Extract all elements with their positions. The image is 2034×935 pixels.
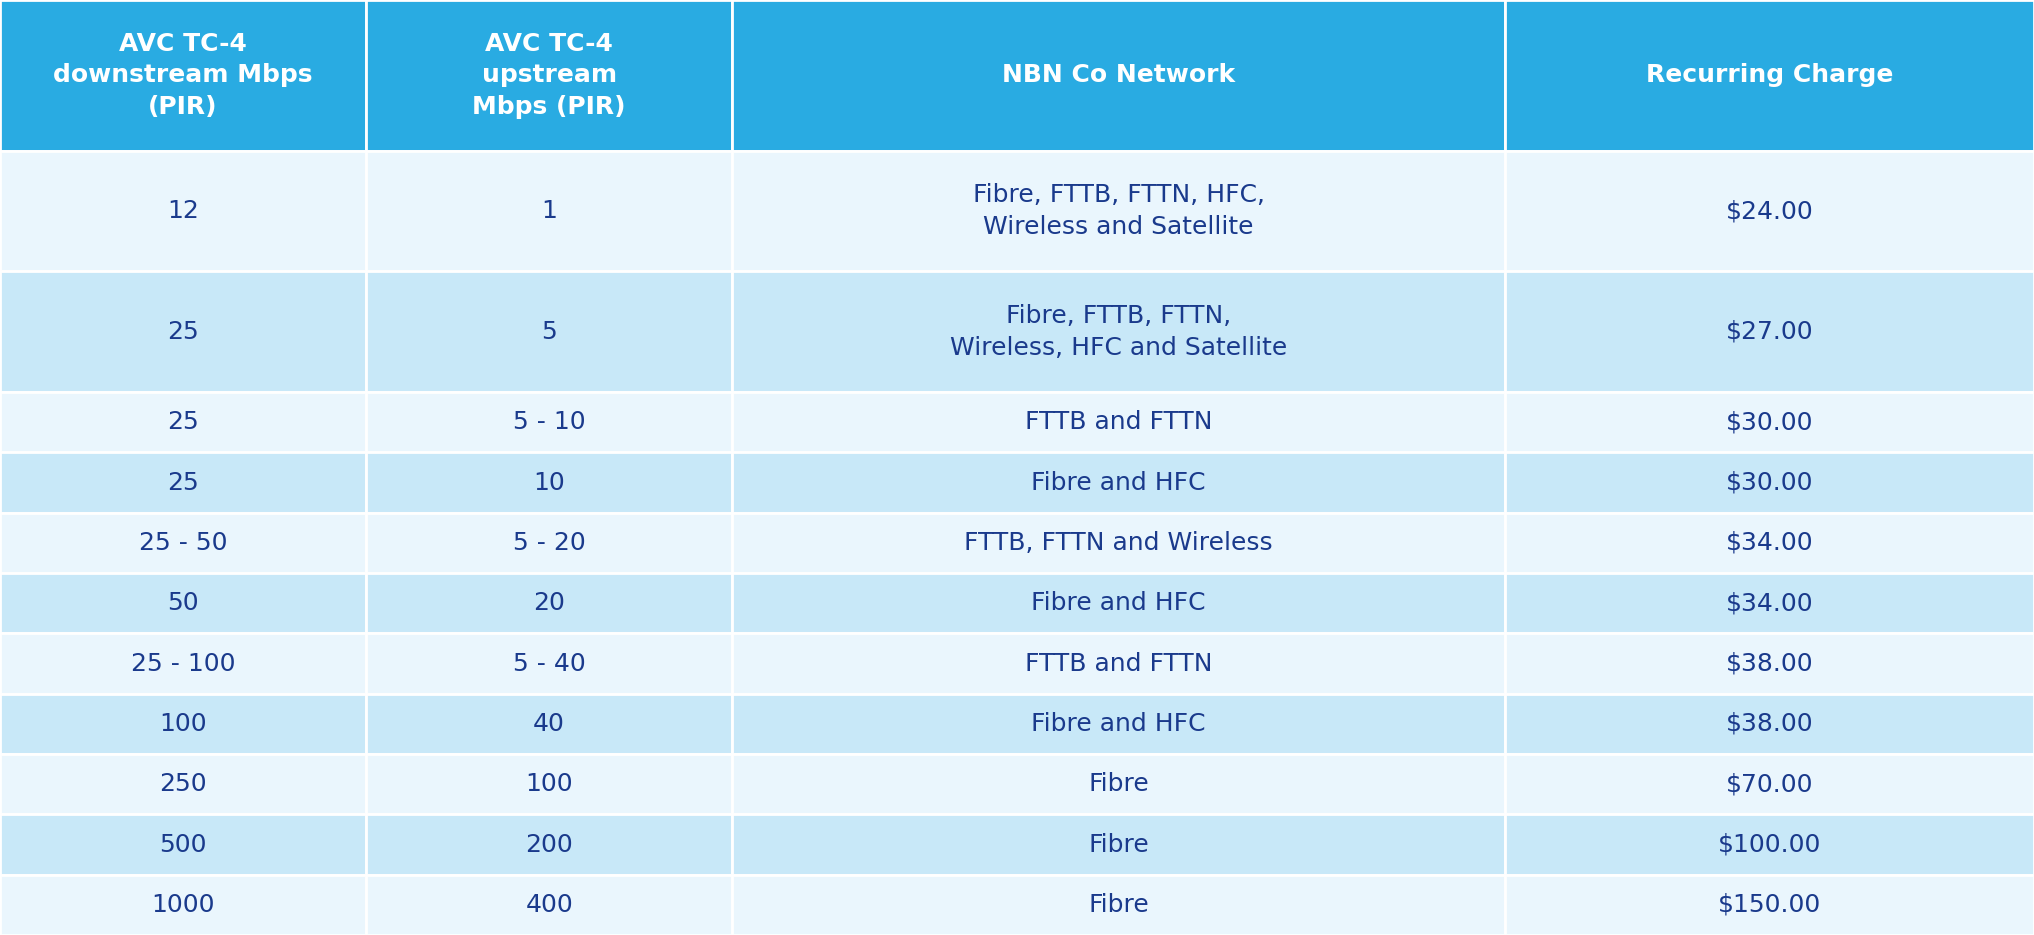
Bar [0, 814, 366, 874]
Text: 25: 25 [167, 410, 199, 434]
Text: $34.00: $34.00 [1725, 531, 1814, 554]
Text: 5: 5 [541, 320, 557, 344]
Text: 1000: 1000 [151, 893, 216, 917]
Bar [732, 694, 1505, 754]
Bar [0, 0, 366, 151]
Text: Recurring Charge: Recurring Charge [1646, 64, 1894, 87]
Bar [732, 512, 1505, 573]
Bar [732, 573, 1505, 633]
Text: 10: 10 [533, 470, 565, 495]
Bar [1505, 694, 2034, 754]
Bar [732, 0, 1505, 151]
Text: 500: 500 [159, 832, 207, 856]
Bar [732, 874, 1505, 935]
Text: 400: 400 [525, 893, 574, 917]
Bar [0, 754, 366, 814]
Text: 20: 20 [533, 591, 565, 615]
Bar [366, 512, 732, 573]
Bar [366, 0, 732, 151]
Bar [366, 151, 732, 271]
Bar [366, 573, 732, 633]
Text: 200: 200 [525, 832, 574, 856]
Bar [366, 633, 732, 694]
Bar [366, 874, 732, 935]
Bar [0, 512, 366, 573]
Text: Fibre: Fibre [1088, 893, 1149, 917]
Bar [732, 814, 1505, 874]
Bar [0, 874, 366, 935]
Bar [1505, 0, 2034, 151]
Bar [366, 814, 732, 874]
Text: 100: 100 [525, 772, 574, 797]
Text: AVC TC-4
upstream
Mbps (PIR): AVC TC-4 upstream Mbps (PIR) [472, 32, 626, 119]
Bar [1505, 874, 2034, 935]
Bar [366, 392, 732, 453]
Text: $30.00: $30.00 [1725, 410, 1814, 434]
Text: 5 - 20: 5 - 20 [513, 531, 586, 554]
Bar [0, 573, 366, 633]
Text: $100.00: $100.00 [1719, 832, 1820, 856]
Bar [0, 694, 366, 754]
Bar [0, 392, 366, 453]
Bar [732, 453, 1505, 512]
Text: NBN Co Network: NBN Co Network [1003, 64, 1235, 87]
Bar [366, 271, 732, 392]
Text: 1: 1 [541, 199, 557, 223]
Text: $24.00: $24.00 [1725, 199, 1814, 223]
Bar [732, 151, 1505, 271]
Text: Fibre: Fibre [1088, 772, 1149, 797]
Text: 5 - 10: 5 - 10 [513, 410, 586, 434]
Text: 100: 100 [159, 712, 207, 736]
Text: Fibre: Fibre [1088, 832, 1149, 856]
Text: 25 - 100: 25 - 100 [130, 652, 236, 676]
Bar [1505, 512, 2034, 573]
Text: $150.00: $150.00 [1719, 893, 1820, 917]
Bar [732, 392, 1505, 453]
Bar [1505, 271, 2034, 392]
Bar [0, 151, 366, 271]
Bar [1505, 573, 2034, 633]
Bar [732, 633, 1505, 694]
Text: 5 - 40: 5 - 40 [513, 652, 586, 676]
Text: Fibre, FTTB, FTTN,
Wireless, HFC and Satellite: Fibre, FTTB, FTTN, Wireless, HFC and Sat… [950, 304, 1288, 360]
Text: 250: 250 [159, 772, 207, 797]
Text: $70.00: $70.00 [1725, 772, 1814, 797]
Text: $27.00: $27.00 [1725, 320, 1814, 344]
Text: FTTB and FTTN: FTTB and FTTN [1025, 652, 1212, 676]
Bar [1505, 633, 2034, 694]
Text: $38.00: $38.00 [1725, 712, 1814, 736]
Bar [366, 694, 732, 754]
Text: 25: 25 [167, 470, 199, 495]
Bar [1505, 453, 2034, 512]
Text: $34.00: $34.00 [1725, 591, 1814, 615]
Text: 12: 12 [167, 199, 199, 223]
Text: FTTB, FTTN and Wireless: FTTB, FTTN and Wireless [964, 531, 1273, 554]
Text: $38.00: $38.00 [1725, 652, 1814, 676]
Bar [0, 271, 366, 392]
Bar [0, 633, 366, 694]
Bar [1505, 754, 2034, 814]
Bar [732, 754, 1505, 814]
Text: Fibre and HFC: Fibre and HFC [1031, 591, 1206, 615]
Text: 25 - 50: 25 - 50 [138, 531, 228, 554]
Text: AVC TC-4
downstream Mbps
(PIR): AVC TC-4 downstream Mbps (PIR) [53, 32, 313, 119]
Text: Fibre and HFC: Fibre and HFC [1031, 470, 1206, 495]
Text: $30.00: $30.00 [1725, 470, 1814, 495]
Text: 40: 40 [533, 712, 565, 736]
Text: Fibre, FTTB, FTTN, HFC,
Wireless and Satellite: Fibre, FTTB, FTTN, HFC, Wireless and Sat… [972, 183, 1265, 239]
Bar [1505, 151, 2034, 271]
Text: 25: 25 [167, 320, 199, 344]
Text: Fibre and HFC: Fibre and HFC [1031, 712, 1206, 736]
Bar [0, 453, 366, 512]
Bar [1505, 814, 2034, 874]
Bar [732, 271, 1505, 392]
Text: FTTB and FTTN: FTTB and FTTN [1025, 410, 1212, 434]
Bar [1505, 392, 2034, 453]
Bar [366, 754, 732, 814]
Text: 50: 50 [167, 591, 199, 615]
Bar [366, 453, 732, 512]
